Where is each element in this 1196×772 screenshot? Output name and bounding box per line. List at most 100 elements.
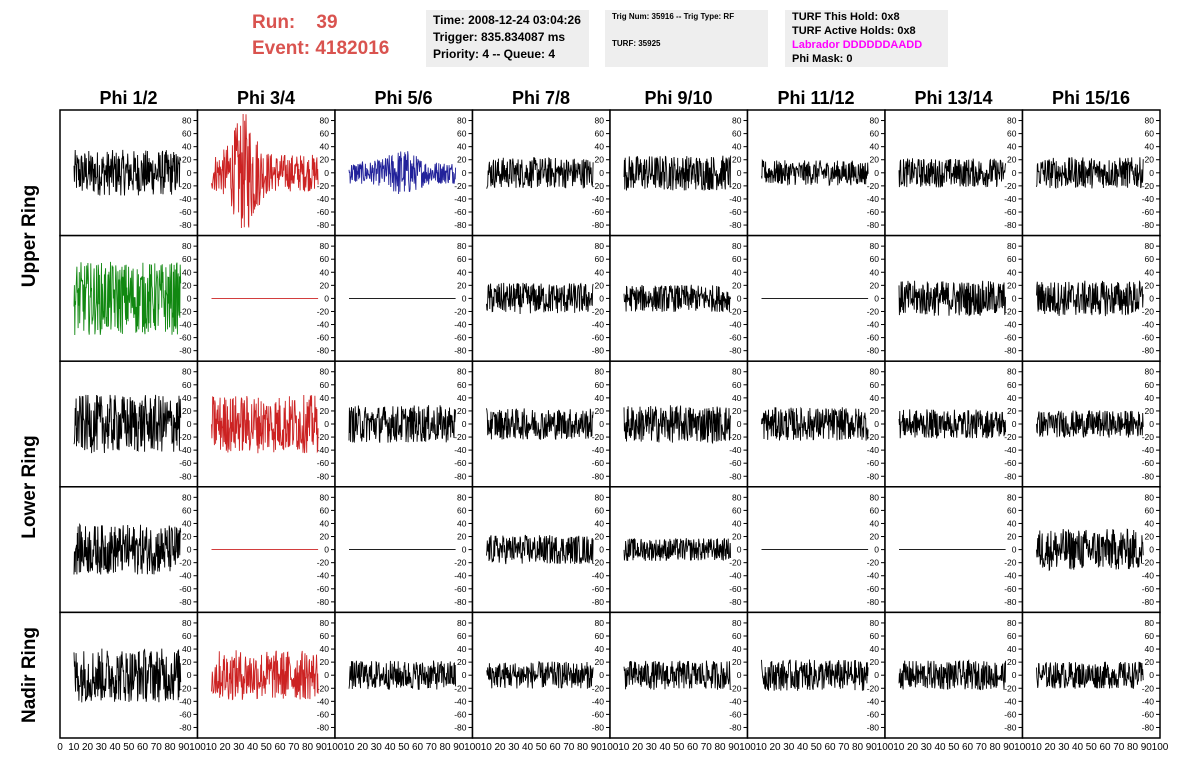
y-tick-label: -20 bbox=[1004, 432, 1017, 442]
y-tick-label: -80 bbox=[1142, 220, 1155, 230]
waveform-trace bbox=[898, 409, 1007, 439]
y-tick-label: 80 bbox=[182, 618, 192, 628]
y-tick-label: 0 bbox=[1149, 670, 1154, 680]
y-tick-label: 40 bbox=[320, 518, 330, 528]
y-tick-label: 20 bbox=[870, 532, 880, 542]
y-tick-label: 80 bbox=[182, 241, 192, 251]
y-tick-label: -40 bbox=[592, 571, 605, 581]
y-tick-label: -40 bbox=[454, 445, 467, 455]
column-label: Phi 9/10 bbox=[644, 88, 713, 108]
y-tick-label: 20 bbox=[457, 657, 467, 667]
x-tick-label: 20 bbox=[769, 742, 781, 753]
waveform-panel: 80 60 40 20 0 -20 -40 -60 -80 bbox=[609, 360, 749, 488]
x-tick-label: 80 bbox=[164, 742, 176, 753]
waveform-trace bbox=[898, 280, 1007, 317]
y-tick-label: -60 bbox=[179, 584, 192, 594]
column-label: Phi 11/12 bbox=[777, 88, 855, 108]
y-tick-label: 40 bbox=[1145, 518, 1155, 528]
y-tick-label: 20 bbox=[1007, 657, 1017, 667]
y-tick-label: 40 bbox=[732, 393, 742, 403]
y-tick-label: 80 bbox=[320, 367, 330, 377]
y-tick-label: -20 bbox=[317, 558, 330, 568]
y-tick-label: 60 bbox=[732, 380, 742, 390]
y-tick-label: -80 bbox=[867, 346, 880, 356]
y-tick-label: 20 bbox=[1145, 280, 1155, 290]
x-tick-label: 30 bbox=[508, 742, 520, 753]
y-tick-label: -80 bbox=[592, 220, 605, 230]
y-tick-label: -60 bbox=[867, 333, 880, 343]
waveform-trace bbox=[898, 659, 1007, 691]
y-tick-label: 80 bbox=[1007, 492, 1017, 502]
y-tick-label: -60 bbox=[179, 333, 192, 343]
y-tick-label: 20 bbox=[1145, 532, 1155, 542]
y-tick-label: -40 bbox=[1004, 571, 1017, 581]
x-tick-label: 40 bbox=[109, 742, 121, 753]
x-tick-label: 20 bbox=[357, 742, 369, 753]
x-tick-label: 80 bbox=[439, 742, 451, 753]
waveform-panel: 80 60 40 20 0 -20 -40 -60 -80 bbox=[609, 486, 749, 614]
x-tick-label: 40 bbox=[1072, 742, 1084, 753]
y-tick-label: 60 bbox=[732, 505, 742, 515]
waveform-trace bbox=[1036, 528, 1144, 572]
y-tick-label: 20 bbox=[1145, 406, 1155, 416]
y-tick-label: -80 bbox=[867, 722, 880, 732]
x-tick-label: 80 bbox=[577, 742, 589, 753]
y-tick-label: 40 bbox=[870, 644, 880, 654]
waveform-panel: 80 60 40 20 0 -20 -40 -60 -80 bbox=[884, 486, 1024, 614]
y-tick-label: -20 bbox=[592, 432, 605, 442]
y-tick-label: -60 bbox=[317, 207, 330, 217]
y-tick-label: 20 bbox=[457, 280, 467, 290]
y-tick-label: 20 bbox=[732, 657, 742, 667]
waveform-panel: 80 60 40 20 0 -20 -40 -60 -80 bbox=[196, 611, 336, 739]
y-tick-label: 60 bbox=[320, 631, 330, 641]
waveform-panel: 80 60 40 20 0 -20 -40 -60 -80 bbox=[746, 234, 886, 362]
waveform-trace bbox=[486, 156, 594, 189]
y-tick-label: 60 bbox=[320, 254, 330, 264]
y-tick-label: -60 bbox=[592, 584, 605, 594]
y-tick-label: -80 bbox=[867, 220, 880, 230]
x-tick-label: 10 bbox=[481, 742, 493, 753]
x-tick-label: 70 bbox=[701, 742, 713, 753]
y-tick-label: 40 bbox=[320, 267, 330, 277]
y-tick-label: -80 bbox=[454, 346, 467, 356]
y-tick-label: -20 bbox=[1142, 181, 1155, 191]
x-tick-label: 60 bbox=[962, 742, 974, 753]
y-tick-label: -80 bbox=[454, 722, 467, 732]
y-tick-label: -60 bbox=[179, 709, 192, 719]
y-tick-label: 20 bbox=[182, 280, 192, 290]
y-tick-label: 80 bbox=[457, 116, 467, 126]
y-tick-label: -20 bbox=[317, 306, 330, 316]
y-tick-label: -80 bbox=[317, 597, 330, 607]
y-tick-label: 80 bbox=[595, 116, 605, 126]
y-tick-label: 80 bbox=[870, 492, 880, 502]
y-tick-label: -20 bbox=[867, 683, 880, 693]
waveform-panel: 80 60 40 20 0 -20 -40 -60 -80 bbox=[1021, 486, 1161, 614]
y-tick-label: -60 bbox=[454, 207, 467, 217]
y-tick-label: 20 bbox=[732, 406, 742, 416]
y-tick-label: 80 bbox=[1007, 367, 1017, 377]
y-tick-label: 80 bbox=[595, 492, 605, 502]
x-tick-label: 70 bbox=[426, 742, 438, 753]
y-tick-label: 20 bbox=[732, 155, 742, 165]
y-tick-label: -60 bbox=[592, 207, 605, 217]
x-tick-label: 20 bbox=[219, 742, 231, 753]
x-tick-label: 10 bbox=[618, 742, 630, 753]
y-tick-label: 0 bbox=[462, 419, 467, 429]
x-tick-label: 100 bbox=[739, 742, 756, 753]
run-label: Run: bbox=[252, 12, 296, 33]
y-tick-label: -20 bbox=[179, 432, 192, 442]
y-tick-label: 60 bbox=[182, 505, 192, 515]
y-tick-label: 40 bbox=[870, 142, 880, 152]
y-tick-label: 20 bbox=[870, 657, 880, 667]
waveform-panel: 80 60 40 20 0 -20 -40 -60 -80 bbox=[59, 486, 199, 614]
y-tick-label: -40 bbox=[317, 320, 330, 330]
y-tick-label: -40 bbox=[867, 571, 880, 581]
y-tick-label: 40 bbox=[870, 393, 880, 403]
y-tick-label: -20 bbox=[1142, 558, 1155, 568]
y-tick-label: -20 bbox=[867, 432, 880, 442]
y-tick-label: 60 bbox=[595, 254, 605, 264]
y-tick-label: -20 bbox=[454, 181, 467, 191]
y-tick-label: 0 bbox=[874, 419, 879, 429]
column-label: Phi 5/6 bbox=[374, 88, 433, 108]
y-tick-label: 0 bbox=[1012, 545, 1017, 555]
